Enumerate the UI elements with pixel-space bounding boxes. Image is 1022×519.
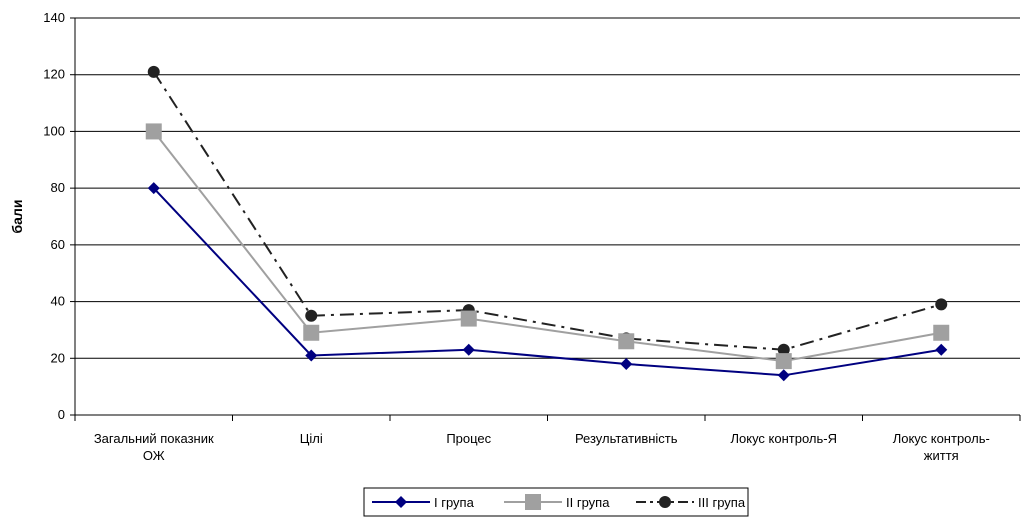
data-point xyxy=(775,353,792,370)
data-point xyxy=(147,182,160,195)
legend: I група II група III група xyxy=(363,487,749,517)
y-tick-labels: 0 20 40 60 80 100 120 140 xyxy=(43,10,65,422)
x-category-label: Результативність xyxy=(575,431,678,446)
data-point xyxy=(777,343,790,356)
series-2 xyxy=(145,123,950,370)
grid-lines xyxy=(75,17,1020,359)
x-category-label: Процес xyxy=(446,431,491,446)
y-tick-label: 100 xyxy=(43,123,65,138)
series-line xyxy=(152,130,942,363)
series-3 xyxy=(147,65,948,356)
data-point xyxy=(620,357,633,370)
x-category-label: Локус контроль-життя xyxy=(893,431,990,463)
x-category-label: Загальний показник ОЖ xyxy=(94,431,214,463)
legend-marker xyxy=(659,496,671,508)
legend-item: III група xyxy=(636,495,746,510)
data-point xyxy=(618,333,635,350)
series-line xyxy=(152,71,942,351)
data-point xyxy=(147,65,160,78)
data-point xyxy=(460,310,477,327)
legend-item: II група xyxy=(504,494,610,510)
data-point xyxy=(303,324,320,341)
legend-marker xyxy=(525,494,541,510)
y-tick-label: 140 xyxy=(43,10,65,25)
data-point xyxy=(462,343,475,356)
data-point xyxy=(145,123,162,140)
legend-item: I група xyxy=(372,495,475,510)
series-1 xyxy=(147,182,948,382)
data-point xyxy=(777,369,790,382)
data-point xyxy=(935,343,948,356)
x-category-labels: Загальний показник ОЖ Цілі Процес Результати… xyxy=(94,431,990,463)
y-tick-label: 0 xyxy=(58,407,65,422)
y-axis-label: бали xyxy=(9,200,25,234)
axes xyxy=(70,17,1021,421)
x-category-label: Цілі xyxy=(300,431,323,446)
y-tick-label: 40 xyxy=(51,294,65,309)
series-group xyxy=(145,65,950,382)
x-category-label: Локус контроль-Я xyxy=(730,431,837,446)
legend-label: II група xyxy=(566,495,610,510)
data-point xyxy=(935,298,948,311)
series-line xyxy=(153,187,942,377)
data-point xyxy=(305,309,318,322)
legend-label: III група xyxy=(698,495,746,510)
legend-label: I група xyxy=(434,495,475,510)
data-point xyxy=(933,324,950,341)
y-tick-label: 60 xyxy=(51,237,65,252)
y-tick-label: 80 xyxy=(51,180,65,195)
legend-marker xyxy=(395,496,407,508)
y-tick-label: 120 xyxy=(43,67,65,82)
y-tick-label: 20 xyxy=(51,350,65,365)
data-point xyxy=(305,349,318,362)
